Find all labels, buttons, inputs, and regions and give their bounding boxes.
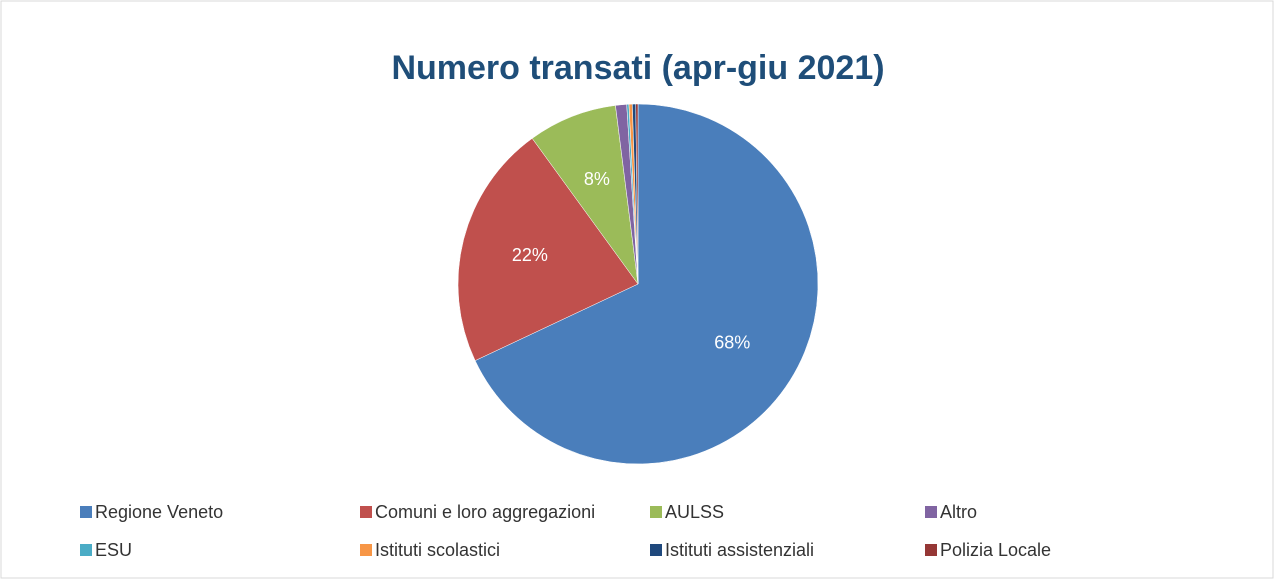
legend-label: Istituti assistenziali	[665, 540, 814, 560]
legend-label: Istituti scolastici	[375, 540, 500, 560]
legend-swatch	[650, 544, 662, 556]
legend-swatch	[80, 544, 92, 556]
legend-label: Polizia Locale	[940, 540, 1051, 560]
legend-swatch	[925, 506, 937, 518]
legend-swatch	[650, 506, 662, 518]
chart-title: Numero transati (apr-giu 2021)	[391, 49, 884, 87]
legend-swatch	[360, 544, 372, 556]
pie-slice	[531, 105, 639, 285]
pie-slice	[635, 103, 639, 285]
legend-swatch	[80, 506, 92, 518]
legend-label: Comuni e loro aggregazioni	[375, 502, 595, 522]
legend-swatch	[360, 506, 372, 518]
data-label: 68%	[714, 333, 750, 353]
legend-label: Regione Veneto	[95, 502, 223, 522]
data-label: 8%	[584, 169, 610, 189]
legend-label: AULSS	[665, 502, 724, 522]
pie-slice	[474, 103, 819, 465]
legend-label: Altro	[940, 502, 977, 522]
legend-swatch	[925, 544, 937, 556]
legend-label: ESU	[95, 540, 132, 560]
data-label: 22%	[512, 245, 548, 265]
pie-slice	[457, 138, 639, 361]
